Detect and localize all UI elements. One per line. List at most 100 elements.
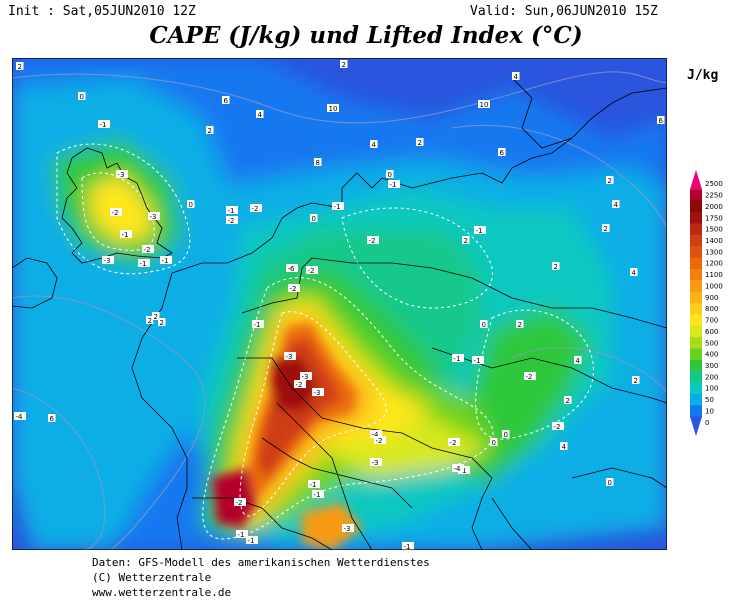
colorbar-swatch-1200: [690, 257, 702, 270]
li-label: 4: [576, 357, 581, 365]
colorbar-label-10: 10: [705, 407, 714, 415]
li-label: 6: [500, 149, 505, 157]
li-label: 0: [504, 431, 508, 439]
li-label-box: [206, 126, 214, 134]
li-label: 2: [566, 397, 570, 405]
footer-copyright: (C) Wetterzentrale: [92, 571, 212, 584]
li-label-box: [142, 245, 154, 253]
li-label-box: [48, 414, 56, 422]
li-label: -2: [112, 209, 119, 217]
li-label-box: [370, 430, 382, 438]
cape-map: 20-1-3-2-3-1-2-1062424810426104-10-10-2-…: [12, 58, 667, 550]
li-label: 0: [189, 201, 193, 209]
init-time: Init : Sat,05JUN2010 12Z: [8, 4, 196, 19]
colorbar-swatch-0: [690, 416, 702, 436]
lifted-index-labels: 20-1-3-2-3-1-2-1062424810426104-10-10-2-…: [14, 60, 665, 550]
colorbar-swatch-1400: [690, 234, 702, 247]
li-label: -3: [314, 389, 321, 397]
li-label-box: [657, 116, 665, 124]
colorbar-label-50: 50: [705, 396, 714, 404]
li-label-box: [284, 352, 296, 360]
li-label-box: [16, 62, 24, 70]
li-label: 2: [608, 177, 612, 185]
li-label-box: [602, 224, 610, 232]
li-label: -2: [450, 439, 457, 447]
li-label: -2: [296, 381, 303, 389]
li-label-box: [327, 104, 339, 112]
li-label: 0: [608, 479, 612, 487]
li-label: 2: [518, 321, 522, 329]
li-label: 2: [148, 317, 152, 325]
li-label: -1: [476, 227, 483, 235]
li-label: -1: [254, 321, 261, 329]
li-label: -2: [236, 499, 243, 507]
colorbar-label-2000: 2000: [705, 203, 723, 211]
colorbar-swatch-100: [690, 382, 702, 395]
li-label: 2: [464, 237, 468, 245]
li-label-box: [632, 376, 640, 384]
colorbar-swatch-50: [690, 393, 702, 406]
li-label-box: [630, 268, 638, 276]
li-label-box: [367, 236, 379, 244]
li-label: 4: [514, 73, 519, 81]
li-label-box: [310, 214, 318, 222]
colorbar-swatch-1000: [690, 280, 702, 293]
li-label: -3: [104, 257, 111, 265]
li-label: 4: [562, 443, 567, 451]
li-label-box: [286, 264, 298, 272]
li-label-box: [480, 320, 488, 328]
li-label: 0: [482, 321, 486, 329]
li-label-box: [148, 212, 160, 220]
li-label-box: [448, 438, 460, 446]
colorbar-swatch-700: [690, 314, 702, 327]
colorbar-label-500: 500: [705, 339, 718, 347]
li-label: -2: [290, 285, 297, 293]
colorbar-swatch-600: [690, 325, 702, 338]
li-label-box: [312, 388, 324, 396]
li-label-box: [386, 170, 394, 178]
colorbar-swatch-200: [690, 371, 702, 383]
colorbar-swatch-1100: [690, 268, 702, 281]
li-label-box: [472, 356, 484, 364]
li-label-box: [160, 256, 172, 264]
li-label: -1: [122, 231, 129, 239]
field-orange-south: [302, 503, 362, 550]
li-label-box: [564, 396, 572, 404]
li-label-box: [606, 176, 614, 184]
li-label-box: [512, 72, 520, 80]
li-label-box: [234, 498, 246, 506]
li-label-box: [452, 354, 464, 362]
li-label-box: [416, 138, 424, 146]
colorbar-label-0: 0: [705, 419, 709, 427]
li-label: 2: [154, 313, 158, 321]
coastlines: [12, 77, 667, 550]
cape-colorbar: 2500225020001750150014001300120011001000…: [690, 170, 723, 436]
li-label-box: [116, 170, 128, 178]
field-300-east: [452, 308, 592, 488]
li-label: 2: [554, 263, 558, 271]
li-label: -3: [372, 459, 379, 467]
colorbar-swatches: [690, 170, 702, 436]
footer-website: www.wetterzentrale.de: [92, 586, 232, 599]
li-label: 2: [418, 139, 422, 147]
li-label: -1: [228, 207, 235, 215]
colorbar-swatch-1750: [690, 212, 702, 224]
colorbar-label-900: 900: [705, 294, 718, 302]
li-label-box: [478, 100, 490, 108]
li-label-box: [300, 372, 312, 380]
li-label: 2: [18, 63, 22, 71]
colorbar-label-1100: 1100: [705, 271, 723, 279]
li-label-box: [250, 204, 262, 212]
li-label-box: [342, 524, 354, 532]
li-label-box: [146, 316, 154, 324]
li-label-box: [332, 202, 344, 210]
li-label-box: [78, 92, 86, 100]
li-label: -2: [526, 373, 533, 381]
li-label: -1: [100, 121, 107, 129]
li-label-box: [524, 372, 536, 380]
li-label: -2: [554, 423, 561, 431]
li-label-box: [222, 96, 230, 104]
li-label: -3: [118, 171, 125, 179]
colorbar-swatch-2500: [690, 170, 702, 190]
colorbar-swatch-800: [690, 303, 702, 315]
